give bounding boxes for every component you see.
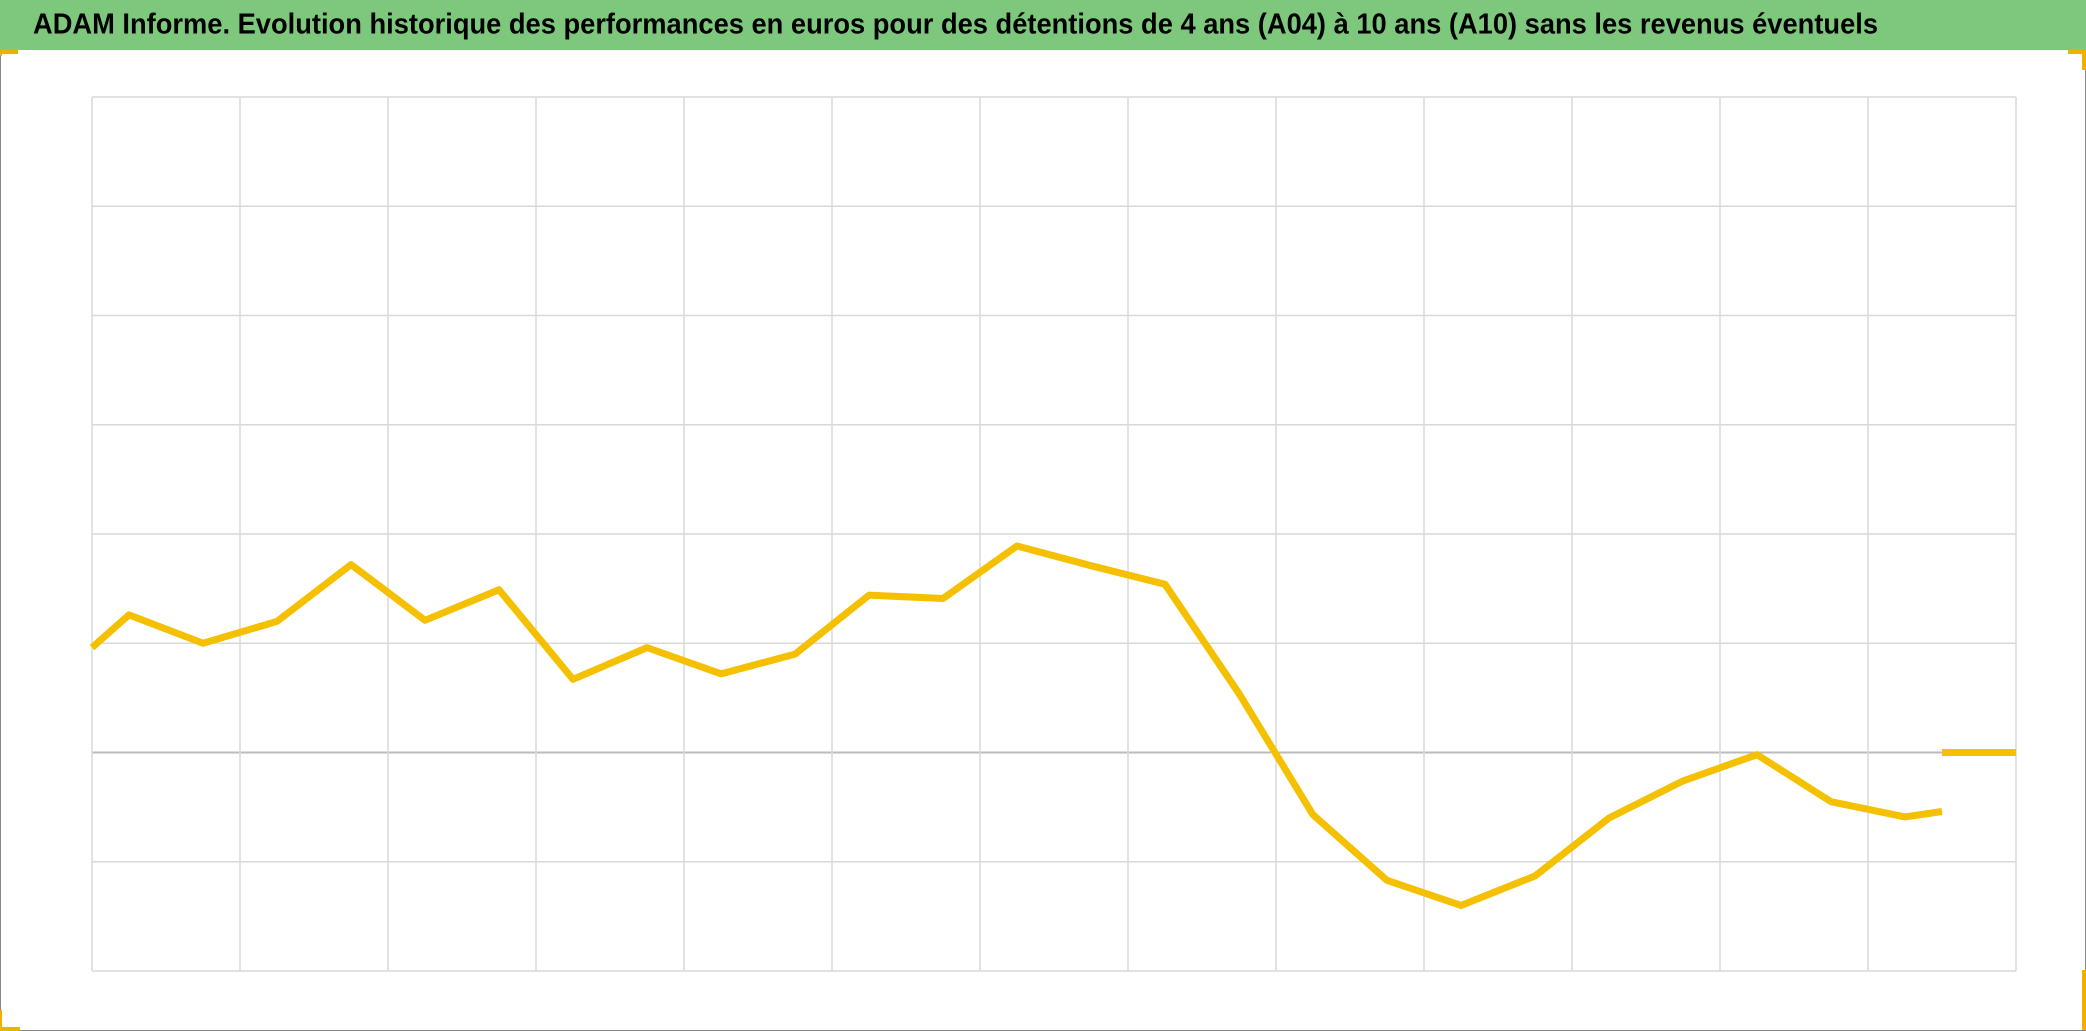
chart-title: ADAM Informe. Evolution historique des p…: [33, 9, 1878, 41]
title-bar: [0, 0, 2086, 50]
data-line: [89, 542, 1943, 909]
plot-area: [89, 96, 2017, 972]
corner-handles: [0, 50, 2086, 1031]
